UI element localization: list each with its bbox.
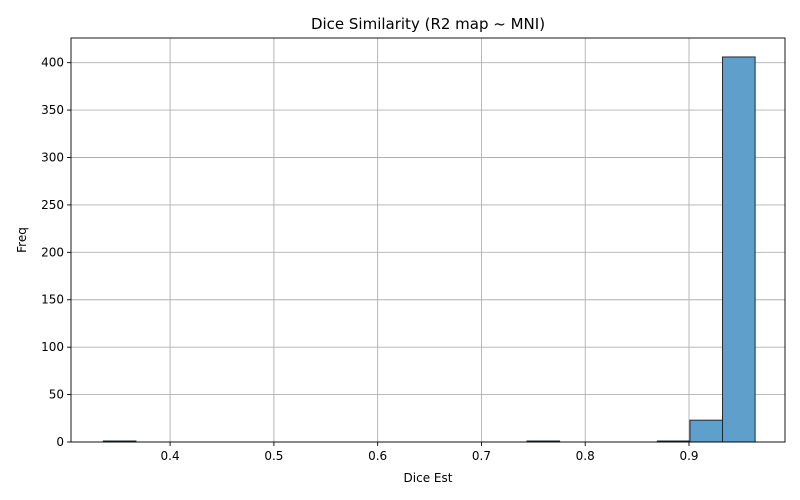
histogram-bar: [689, 419, 724, 443]
y-tick-label: 350: [41, 103, 64, 117]
y-tick-label: 400: [41, 56, 64, 70]
plot-area-frame: [70, 37, 786, 443]
histogram-bars: [102, 56, 756, 443]
grid: [71, 38, 785, 443]
x-tick-label: 0.6: [368, 449, 387, 463]
y-tick-label: 100: [41, 340, 64, 354]
y-tick-label: 300: [41, 150, 64, 164]
y-tick-label: 200: [41, 245, 64, 259]
chart-title: Dice Similarity (R2 map ~ MNI): [311, 15, 545, 33]
x-tick-label: 0.5: [264, 449, 283, 463]
x-axis-label: Dice Est: [404, 471, 453, 485]
y-axis-ticks: 0 50 100 150 200 250 300 350 400: [41, 56, 71, 449]
y-tick-label: 150: [41, 293, 64, 307]
y-tick-label: 0: [56, 435, 64, 449]
x-axis-ticks: 0.4 0.5 0.6 0.7 0.8 0.9: [161, 442, 699, 463]
y-axis-label: Freq: [15, 227, 29, 253]
x-tick-label: 0.4: [161, 449, 180, 463]
y-tick-label: 50: [49, 388, 64, 402]
x-tick-label: 0.7: [472, 449, 491, 463]
y-tick-label: 250: [41, 198, 64, 212]
histogram-bar: [722, 56, 756, 443]
x-tick-label: 0.8: [576, 449, 595, 463]
x-tick-label: 0.9: [679, 449, 698, 463]
